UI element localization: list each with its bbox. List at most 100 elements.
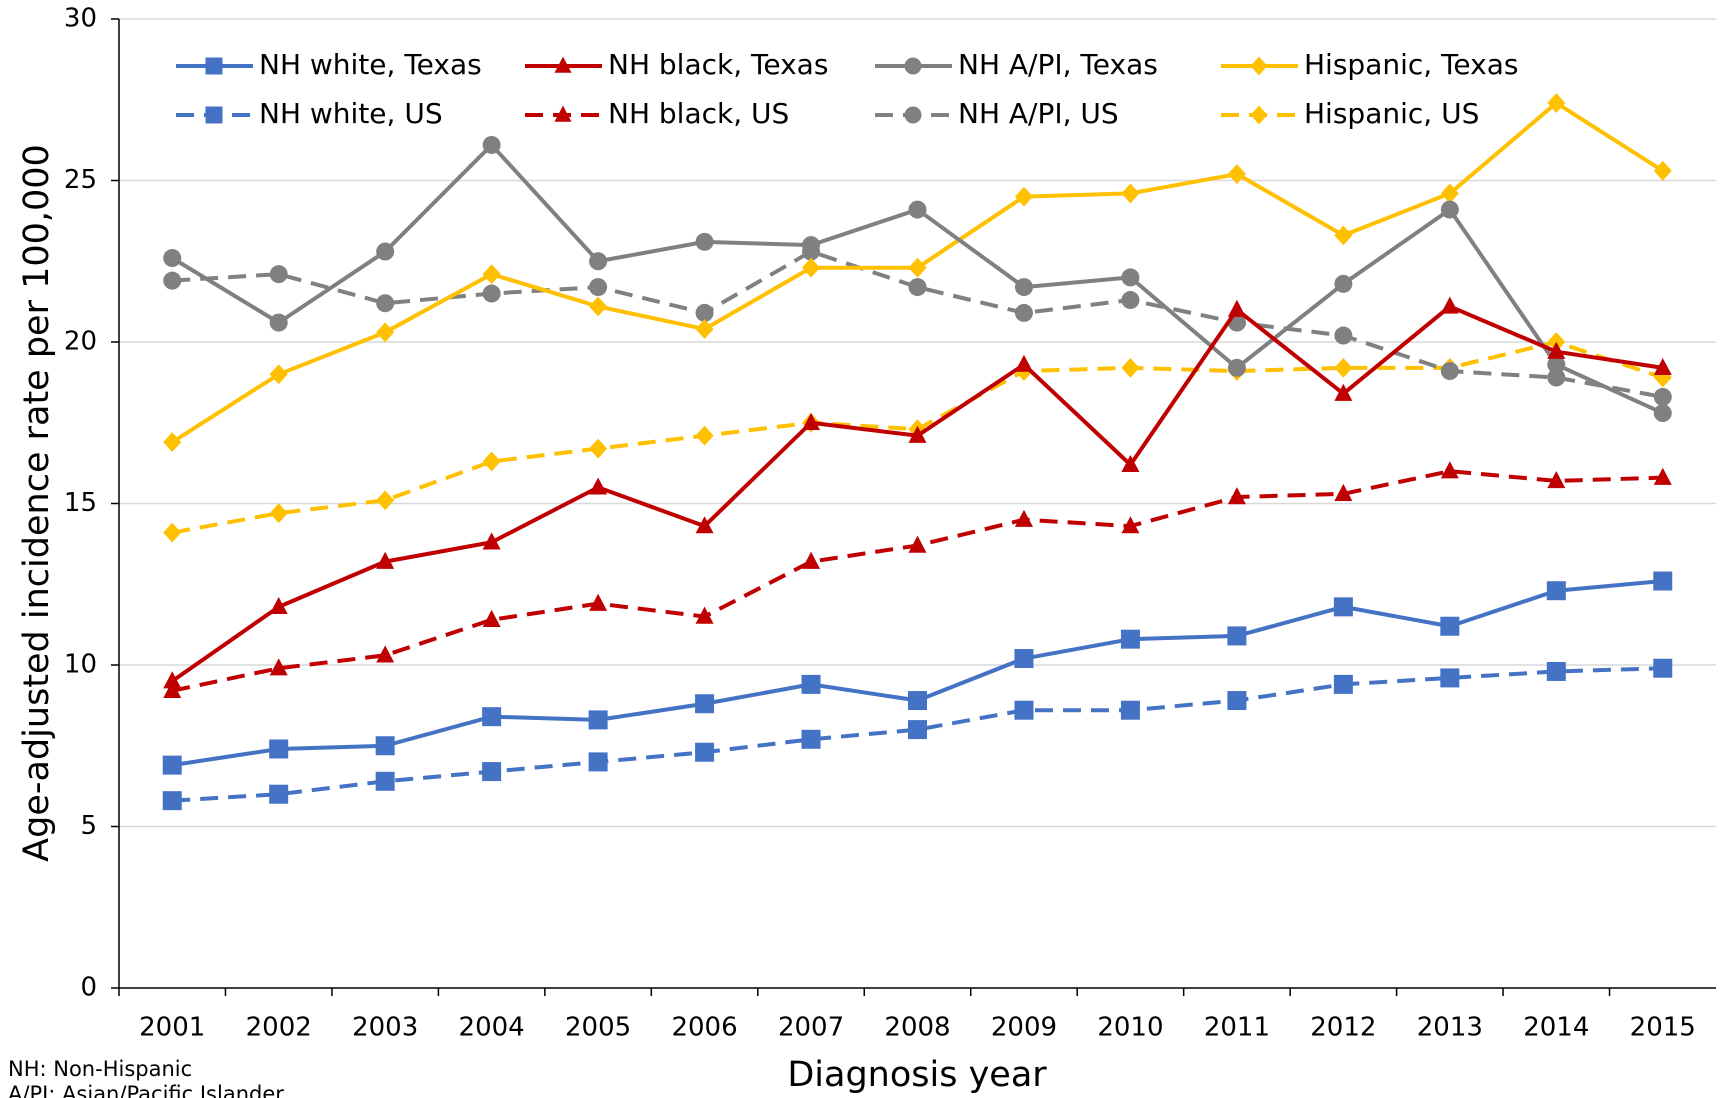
- marker: [802, 412, 821, 430]
- marker: [695, 232, 714, 251]
- marker: [269, 739, 289, 759]
- marker: [801, 674, 821, 694]
- marker: [1547, 355, 1566, 374]
- marker: [376, 551, 395, 569]
- x-tick-label: 2011: [1204, 1013, 1270, 1043]
- y-axis-title: Age-adjusted incidence rate per 100,000: [17, 144, 57, 862]
- marker: [1440, 296, 1459, 314]
- marker: [1121, 357, 1140, 378]
- marker: [908, 278, 927, 297]
- marker: [269, 364, 288, 385]
- marker: [1121, 454, 1140, 472]
- x-tick-label: 2008: [884, 1013, 950, 1043]
- marker: [269, 313, 288, 332]
- x-tick-label: 2001: [139, 1013, 205, 1043]
- marker: [695, 319, 714, 339]
- marker: [1334, 483, 1353, 502]
- marker: [1014, 278, 1033, 297]
- legend-label: NH black, Texas: [608, 48, 828, 81]
- marker: [482, 707, 502, 727]
- marker: [589, 278, 608, 297]
- marker: [1121, 291, 1140, 310]
- y-tick-label: 20: [64, 327, 97, 357]
- marker: [163, 271, 182, 290]
- marker: [376, 645, 395, 663]
- marker: [695, 606, 714, 624]
- y-tick-label: 30: [64, 4, 97, 34]
- marker: [375, 771, 395, 791]
- marker: [163, 249, 182, 268]
- legend-label: Hispanic, US: [1304, 97, 1479, 130]
- marker: [482, 762, 502, 782]
- marker: [1547, 368, 1566, 387]
- marker: [1014, 649, 1034, 669]
- marker: [588, 752, 608, 772]
- marker: [908, 535, 927, 553]
- marker: [1334, 326, 1353, 345]
- marker: [376, 294, 395, 313]
- marker: [482, 532, 501, 550]
- marker: [163, 522, 182, 543]
- legend-label: NH black, US: [608, 97, 789, 130]
- marker: [908, 200, 927, 219]
- marker: [162, 755, 182, 775]
- y-tick-label: 25: [64, 165, 97, 195]
- x-tick-label: 2006: [671, 1013, 737, 1043]
- marker: [1653, 357, 1672, 376]
- legend-item: NH black, US: [525, 97, 789, 130]
- marker: [908, 720, 927, 740]
- legend-item: NH A/PI, Texas: [875, 48, 1158, 81]
- x-tick-label: 2014: [1523, 1013, 1589, 1043]
- marker: [1546, 661, 1566, 681]
- marker: [1653, 387, 1672, 406]
- marker: [908, 691, 927, 711]
- marker: [1653, 160, 1672, 181]
- marker: [1333, 597, 1353, 617]
- legend-marker: [205, 57, 223, 75]
- marker: [1653, 404, 1672, 423]
- legend-marker: [1250, 105, 1268, 125]
- marker: [375, 736, 395, 756]
- marker: [802, 551, 821, 569]
- x-tick-label: 2002: [246, 1013, 312, 1043]
- note: A/PI: Asian/Pacific Islander: [8, 1082, 284, 1098]
- marker: [1440, 668, 1460, 688]
- marker: [1440, 461, 1459, 479]
- marker: [1547, 93, 1566, 113]
- marker: [1440, 183, 1459, 204]
- marker: [695, 303, 714, 322]
- marker: [376, 490, 395, 511]
- legend-item: NH black, Texas: [525, 48, 828, 81]
- x-tick-label: 2012: [1310, 1013, 1376, 1043]
- legend-item: Hispanic, Texas: [1221, 48, 1518, 81]
- marker: [589, 477, 608, 495]
- marker: [1334, 274, 1353, 293]
- marker: [695, 516, 714, 534]
- marker: [269, 784, 289, 804]
- x-tick-label: 2015: [1630, 1013, 1696, 1043]
- marker: [1547, 470, 1566, 489]
- marker: [1653, 658, 1673, 678]
- x-tick-label: 2005: [565, 1013, 631, 1043]
- legend-item: Hispanic, US: [1221, 97, 1479, 130]
- marker: [1014, 354, 1033, 372]
- marker: [695, 694, 715, 714]
- marker: [1120, 629, 1140, 649]
- x-tick-label: 2013: [1417, 1013, 1483, 1043]
- x-axis-title: Diagnosis year: [787, 1055, 1047, 1095]
- legend-marker: [904, 57, 922, 75]
- marker: [1653, 467, 1672, 485]
- marker: [1227, 691, 1247, 711]
- y-tick-label: 0: [80, 973, 97, 1003]
- marker: [1547, 341, 1566, 359]
- marker: [163, 432, 182, 453]
- legend-label: NH A/PI, Texas: [958, 48, 1158, 81]
- marker: [1440, 362, 1459, 381]
- marker: [1121, 268, 1140, 287]
- y-tick-label: 5: [80, 811, 97, 841]
- marker: [908, 257, 927, 278]
- marker: [1333, 674, 1353, 694]
- note: NH: Non-Hispanic: [8, 1057, 192, 1081]
- marker: [1334, 225, 1353, 246]
